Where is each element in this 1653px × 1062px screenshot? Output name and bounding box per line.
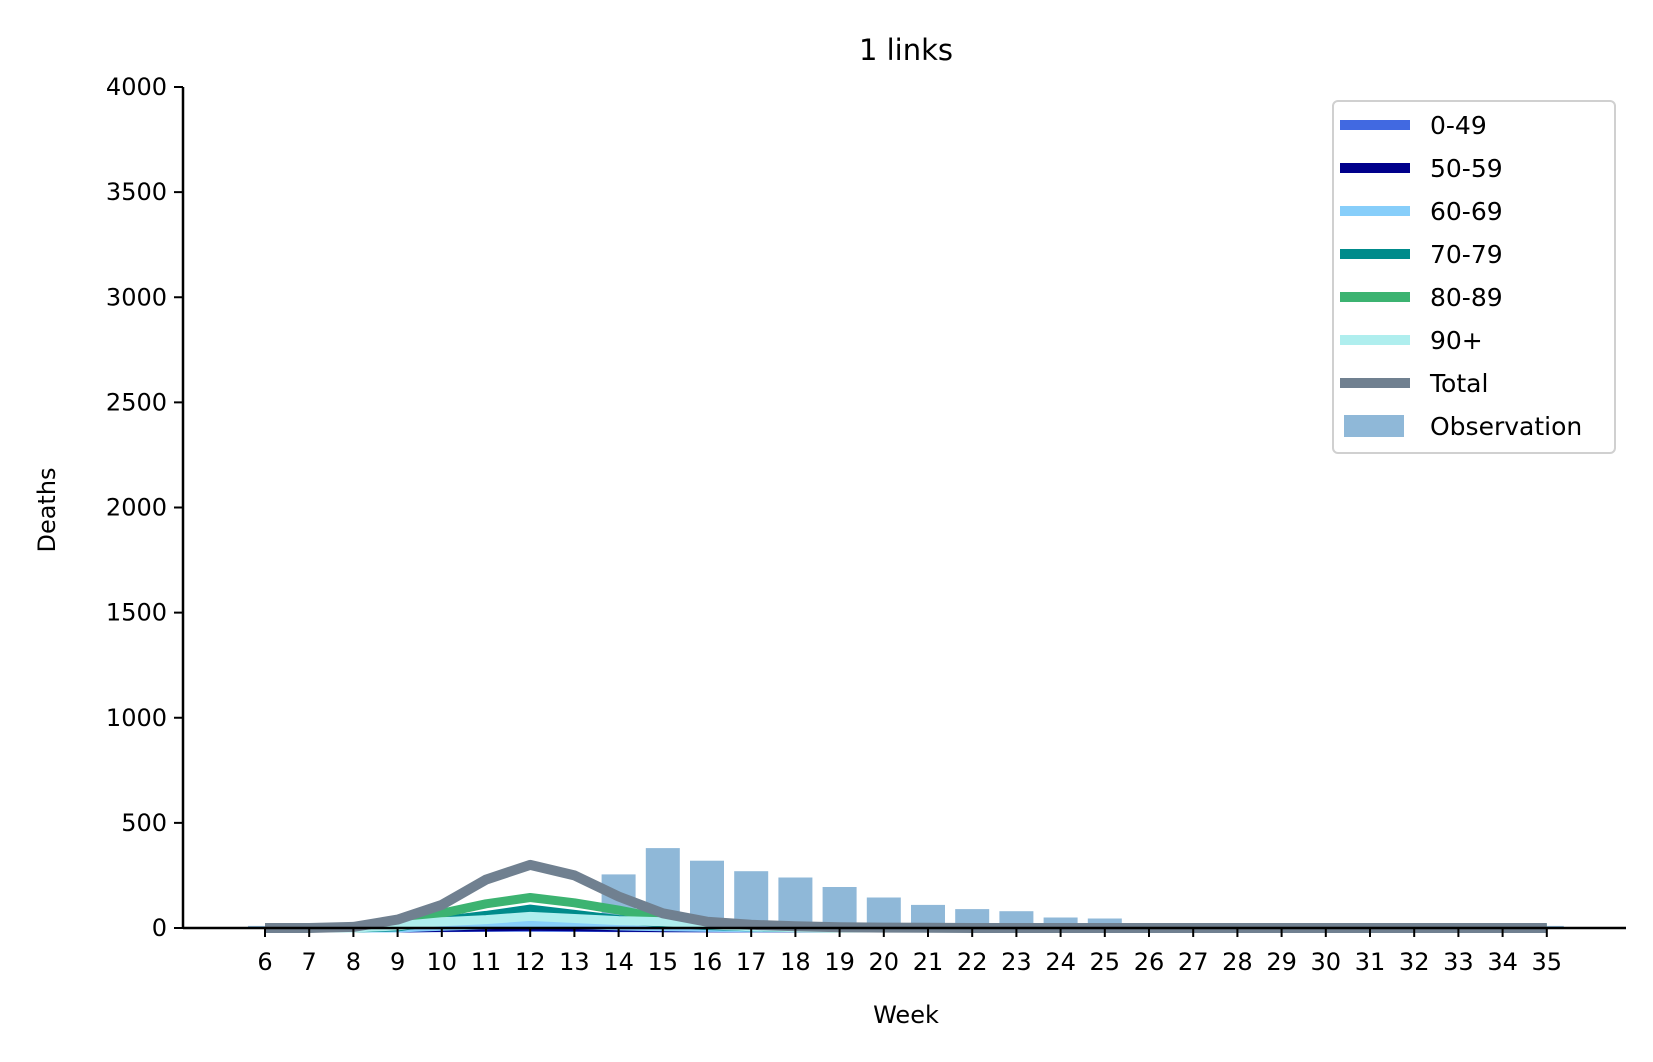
observation-bar	[822, 887, 857, 928]
x-tick-label: 28	[1222, 948, 1253, 976]
y-axis-label: Deaths	[33, 467, 61, 552]
observation-bar	[734, 871, 769, 928]
x-tick-label: 26	[1134, 948, 1165, 976]
x-tick-label: 16	[692, 948, 723, 976]
x-tick-label: 12	[515, 948, 546, 976]
x-tick-label: 7	[302, 948, 317, 976]
x-tick-label: 30	[1311, 948, 1342, 976]
x-tick-label: 6	[257, 948, 272, 976]
y-tick-label: 3000	[106, 283, 167, 311]
x-tick-label: 31	[1355, 948, 1386, 976]
legend: 0-49 50-59 60-69 70-79 80-89 90+ Total Observat…	[1332, 100, 1616, 454]
x-tick-label: 18	[780, 948, 811, 976]
y-tick-label: 0	[152, 914, 167, 942]
x-tick-label: 34	[1487, 948, 1518, 976]
x-axis-label: Week	[873, 1001, 939, 1029]
x-tick-label: 15	[648, 948, 679, 976]
observation-bar	[911, 904, 945, 928]
y-tick-label: 2000	[106, 494, 167, 522]
x-tick-label: 20	[869, 948, 900, 976]
x-tick-label: 19	[824, 948, 855, 976]
x-tick-label: 33	[1443, 948, 1474, 976]
x-tick-label: 11	[471, 948, 502, 976]
axes: 0 500 1000 1500 2000 2500 3000 3500 4000 6 7 8 9 10 11…	[106, 73, 1626, 976]
x-tick-label: 24	[1045, 948, 1076, 976]
x-tick-label: 23	[1001, 948, 1032, 976]
x-tick-label: 17	[736, 948, 767, 976]
observation-bar	[1043, 917, 1078, 928]
x-tick-label: 25	[1090, 948, 1121, 976]
legend-box	[1332, 100, 1616, 454]
chart-title: 1 links	[859, 33, 953, 67]
x-tick-label: 8	[346, 948, 361, 976]
x-tick-label: 22	[957, 948, 988, 976]
legend-label-60-69: 60-69	[1430, 197, 1503, 226]
legend-swatch-observation	[1344, 415, 1404, 437]
legend-label-70-79: 70-79	[1430, 240, 1503, 269]
x-tick-label: 13	[559, 948, 590, 976]
y-tick-label: 1000	[106, 704, 167, 732]
x-tick-label: 35	[1532, 948, 1563, 976]
legend-label-observation: Observation	[1430, 412, 1582, 441]
observation-bar	[778, 877, 813, 928]
x-tick-label: 29	[1266, 948, 1297, 976]
legend-label-50-59: 50-59	[1430, 154, 1503, 183]
series-lines	[265, 859, 1547, 933]
x-tick-label: 32	[1399, 948, 1430, 976]
x-tick-label: 27	[1178, 948, 1209, 976]
y-tick-label: 2500	[106, 388, 167, 416]
legend-label-total: Total	[1429, 369, 1488, 398]
x-tick-label: 14	[603, 948, 634, 976]
x-tick-label: 9	[390, 948, 405, 976]
legend-label-0-49: 0-49	[1430, 111, 1487, 140]
y-tick-label: 4000	[106, 73, 167, 101]
y-tick-label: 1500	[106, 599, 167, 627]
legend-label-90-: 90+	[1430, 326, 1483, 355]
y-tick-label: 3500	[106, 178, 167, 206]
x-tick-label: 21	[913, 948, 944, 976]
legend-label-80-89: 80-89	[1430, 283, 1503, 312]
x-tick-label: 10	[427, 948, 458, 976]
y-tick-label: 500	[121, 809, 167, 837]
